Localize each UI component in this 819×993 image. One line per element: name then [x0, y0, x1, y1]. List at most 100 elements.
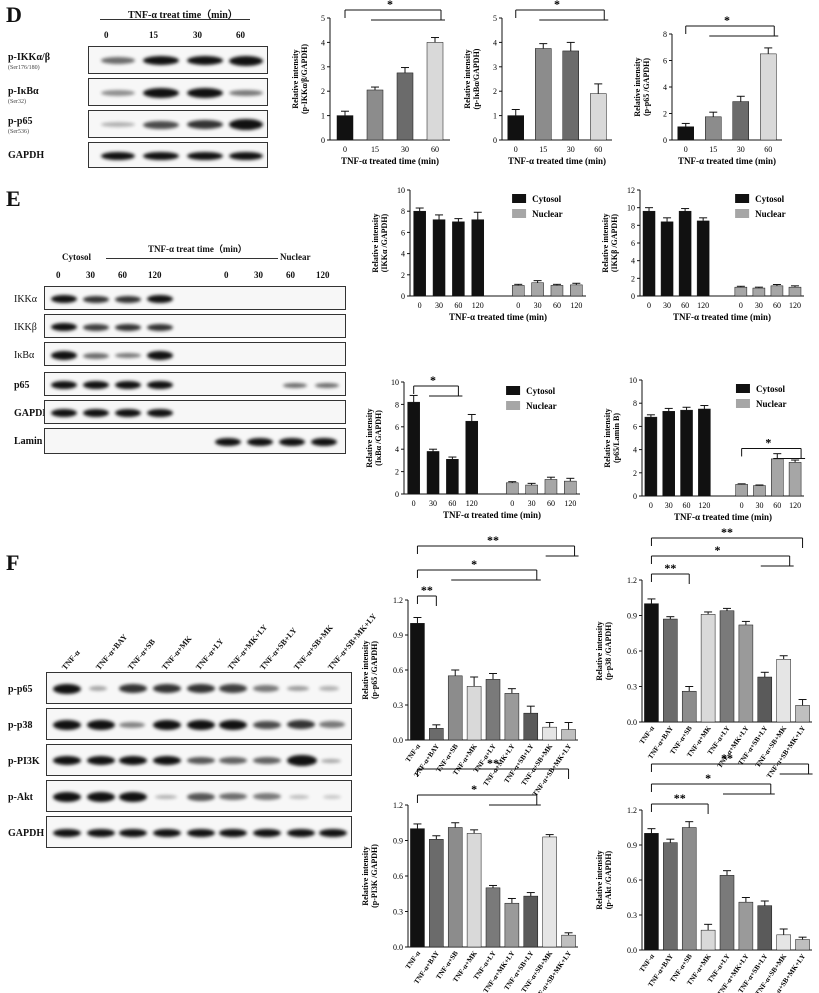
- chart-e2-bar-3: [696, 220, 710, 297]
- chart-d3-xlabel: TNF-α treated time (min): [678, 156, 776, 166]
- chart-f3-ytick-3: 0.9: [393, 837, 403, 846]
- panel-letter-d: D: [6, 2, 22, 27]
- chart-e4-bar-4: [735, 484, 748, 497]
- chart-e1-xtick-0: 0: [418, 301, 422, 310]
- f-blot-p-p65: [46, 672, 352, 704]
- chart-f2-ytick-1: 0.3: [627, 683, 637, 692]
- f-blot-p-akt: [46, 780, 352, 812]
- chart-e1-bar-6: [550, 285, 564, 297]
- chart-e3-bar-3: [465, 420, 479, 495]
- f-blot-gapdh: [46, 816, 352, 848]
- chart-f3-bar-6: [523, 895, 539, 948]
- chart-f2-bar-6: [757, 676, 773, 723]
- e-blot-ikka: [44, 286, 346, 310]
- chart-e1-legend-swatch-1: [512, 209, 527, 218]
- chart-d3-xtick-2: 30: [737, 145, 745, 154]
- e-blot-laminb: [44, 428, 346, 454]
- chart-e4-xtick-7: 120: [789, 501, 801, 510]
- chart-e2-xtick-2: 60: [681, 301, 689, 310]
- chart-e2-ytick-5: 10: [627, 204, 635, 213]
- chart-e3-ytick-3: 6: [395, 423, 399, 432]
- chart-d2-bar-1: [535, 48, 552, 141]
- chart-f4-bar-4: [719, 875, 735, 951]
- chart-e3-xtick-3: 120: [466, 499, 478, 508]
- e-time-4: 0: [224, 270, 229, 280]
- chart-e2-ytick-6: 12: [627, 186, 635, 195]
- chart-e3-bar-4: [505, 482, 519, 495]
- e-blot-label-0: IKKα: [14, 294, 38, 305]
- chart-f3-bar-7: [542, 836, 557, 948]
- d-blot-label-1: p-IκBα (Ser32): [8, 86, 39, 105]
- chart-f4-ytick-0: 0.0: [627, 946, 637, 955]
- d-time-30: 30: [193, 30, 202, 40]
- e-blot-label-5: Lamin B: [14, 436, 52, 447]
- chart-d2-sig-star-0: *: [554, 0, 560, 11]
- chart-e3-xtick-1: 30: [429, 499, 437, 508]
- chart-e4-legend-swatch-1: [735, 399, 750, 408]
- chart-e3-ytick-4: 8: [395, 400, 399, 409]
- e-blot-p65: [44, 372, 346, 396]
- chart-e1-ylabel2: (IKKα /GAPDH): [380, 213, 389, 272]
- chart-f1-xtick-0: TNF-α: [404, 742, 422, 763]
- chart-f2-bar-8: [795, 705, 810, 723]
- chart-f4-ylabel2: (p-Akt /GAPDH): [604, 850, 613, 909]
- chart-f4-ylabel: Relative intensity: [595, 850, 604, 909]
- chart-f3-ytick-1: 0.3: [393, 908, 403, 917]
- chart-e3-ytick-1: 2: [395, 468, 399, 477]
- chart-f3-ytick-2: 0.6: [393, 872, 403, 881]
- e-blot-label-1: IKKβ: [14, 322, 37, 333]
- chart-e3-xtick-4: 0: [510, 499, 514, 508]
- chart-e2-xtick-1: 30: [663, 301, 671, 310]
- chart-d2-ytick-1: 1: [493, 112, 497, 121]
- e-blot-label-2: IκBα: [14, 350, 35, 361]
- chart-f2-bar-0: [644, 603, 659, 723]
- chart-d2-ylabel: Relative intensity: [463, 49, 472, 108]
- e-blot-label-3: p65: [14, 380, 30, 391]
- chart-e3-ytick-2: 4: [395, 445, 399, 454]
- chart-d3-ytick-4: 8: [663, 30, 667, 39]
- chart-e3-ylabel2: (IκBα /GAPDH): [374, 410, 383, 466]
- chart-e3-xtick-2: 60: [448, 499, 456, 508]
- chart-e2-xtick-3: 120: [697, 301, 709, 310]
- chart-f1-ytick-2: 0.6: [393, 666, 403, 675]
- e-blot-ikkb: [44, 314, 346, 338]
- chart-e2-bar-1: [660, 221, 674, 297]
- chart-d3-bar-0: [677, 126, 694, 141]
- e-time-6: 60: [286, 270, 295, 280]
- chart-e3-xtick-6: 60: [547, 499, 555, 508]
- chart-e2-legend-label-0: Cytosol: [755, 194, 784, 204]
- chart-e2-xlabel: TNF-α treated time (min): [673, 312, 771, 322]
- chart-e2-ytick-2: 4: [631, 257, 635, 266]
- chart-f3-bar-2: [447, 827, 463, 948]
- chart-d1-bar-2: [396, 72, 414, 141]
- chart-f2-xtick-0: TNF-α: [638, 724, 656, 745]
- chart-e4-xlabel: TNF-α treated time (min): [674, 512, 772, 522]
- chart-e2-ylabel2: (IKKβ /GAPDH): [610, 214, 619, 273]
- chart-d3-bar-1: [705, 116, 722, 141]
- chart-d2-ytick-0: 0: [493, 136, 497, 145]
- chart-e3-ytick-5: 10: [391, 378, 399, 387]
- chart-e4-ytick-3: 6: [633, 422, 637, 431]
- f-blot-p-pi3k: [46, 744, 352, 776]
- chart-f2-bar-7: [776, 659, 791, 723]
- chart-d2-xtick-1: 15: [539, 145, 547, 154]
- chart-e4-bar-2: [680, 409, 693, 497]
- chart-e2-xtick-6: 60: [773, 301, 781, 310]
- chart-f4-bar-1: [663, 842, 678, 951]
- chart-e2-bar-7: [788, 286, 802, 297]
- e-header-line: [106, 258, 278, 259]
- chart-e3-legend-label-0: Cytosol: [526, 386, 555, 396]
- f-blot-label-2: p-PI3K: [8, 756, 40, 767]
- chart-f2-bar-1: [663, 618, 678, 723]
- chart-e1-ytick-0: 0: [401, 292, 405, 301]
- chart-d3-bar-3: [760, 53, 777, 141]
- chart-f2-bar-3: [700, 614, 716, 723]
- chart-e1-ytick-1: 2: [401, 271, 405, 280]
- chart-e3-xlabel: TNF-α treated time (min): [443, 510, 541, 520]
- d-blot-p-p65: [88, 110, 268, 138]
- chart-f4-ytick-1: 0.3: [627, 911, 637, 920]
- chart-e1-ytick-4: 8: [401, 207, 405, 216]
- chart-d3-sig-star-0: *: [724, 13, 730, 27]
- d-blot-label-0: p-IKKα/β (Ser176/180): [8, 52, 50, 71]
- chart-e1-bar-4: [511, 285, 525, 297]
